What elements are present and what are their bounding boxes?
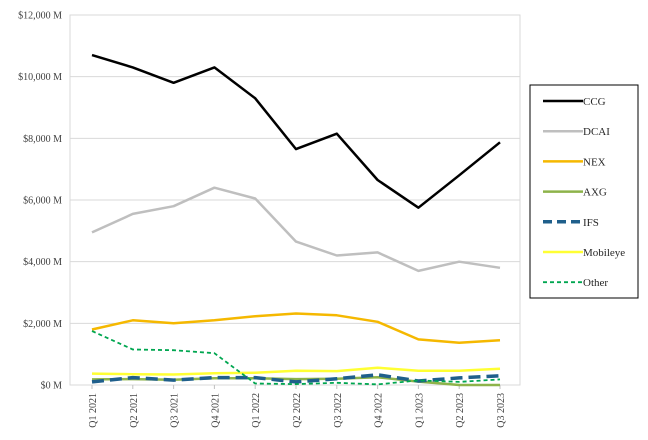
legend-label-axg: AXG (583, 187, 607, 199)
x-tick-label: Q1 2023 (414, 393, 425, 428)
y-tick-label: $0 M (41, 381, 63, 392)
x-tick-label: Q3 2023 (496, 393, 507, 428)
legend-label-dcai: DCAI (583, 126, 610, 138)
x-tick-label: Q1 2021 (88, 393, 99, 428)
y-tick-label: $10,000 M (18, 72, 62, 83)
x-axis: Q1 2021 Q2 2021 Q3 2021 Q4 2021 Q1 2022 Q2 20… (88, 385, 507, 428)
y-tick-label: $2,000 M (23, 319, 62, 330)
series-lines (91, 53, 501, 387)
legend-label-ccg: CCG (583, 96, 606, 108)
x-tick-label: Q1 2022 (251, 393, 262, 428)
series-line-other (91, 330, 501, 386)
x-tick-label: Q3 2021 (170, 393, 181, 428)
x-tick-label: Q2 2022 (292, 393, 303, 428)
x-tick-label: Q2 2021 (129, 393, 140, 428)
y-tick-label: $6,000 M (23, 196, 62, 207)
series-line-dcai (91, 186, 501, 273)
series-line-ifs (91, 373, 501, 384)
series-line-ccg (91, 53, 501, 209)
x-tick-label: Q4 2021 (210, 393, 221, 428)
y-tick-label: $8,000 M (23, 134, 62, 145)
series-line-axg (91, 376, 500, 387)
y-axis: $0 M $2,000 M $4,000 M $6,000 M $8,000 M $10,… (18, 11, 62, 392)
legend: CCG DCAI NEX AXG IFS Mobileye Other (529, 84, 639, 299)
x-tick-label: Q4 2022 (374, 393, 385, 428)
y-tick-label: $12,000 M (18, 11, 62, 22)
series-line-mobileye (91, 366, 501, 376)
legend-label-ifs: IFS (583, 217, 599, 229)
x-tick-label: Q3 2022 (333, 393, 344, 428)
legend-label-nex: NEX (583, 156, 606, 168)
legend-label-other: Other (583, 277, 608, 289)
x-tick-label: Q2 2023 (455, 393, 466, 428)
legend-label-mobileye: Mobileye (583, 247, 625, 259)
y-tick-label: $4,000 M (23, 257, 62, 268)
series-line-nex (91, 312, 501, 345)
